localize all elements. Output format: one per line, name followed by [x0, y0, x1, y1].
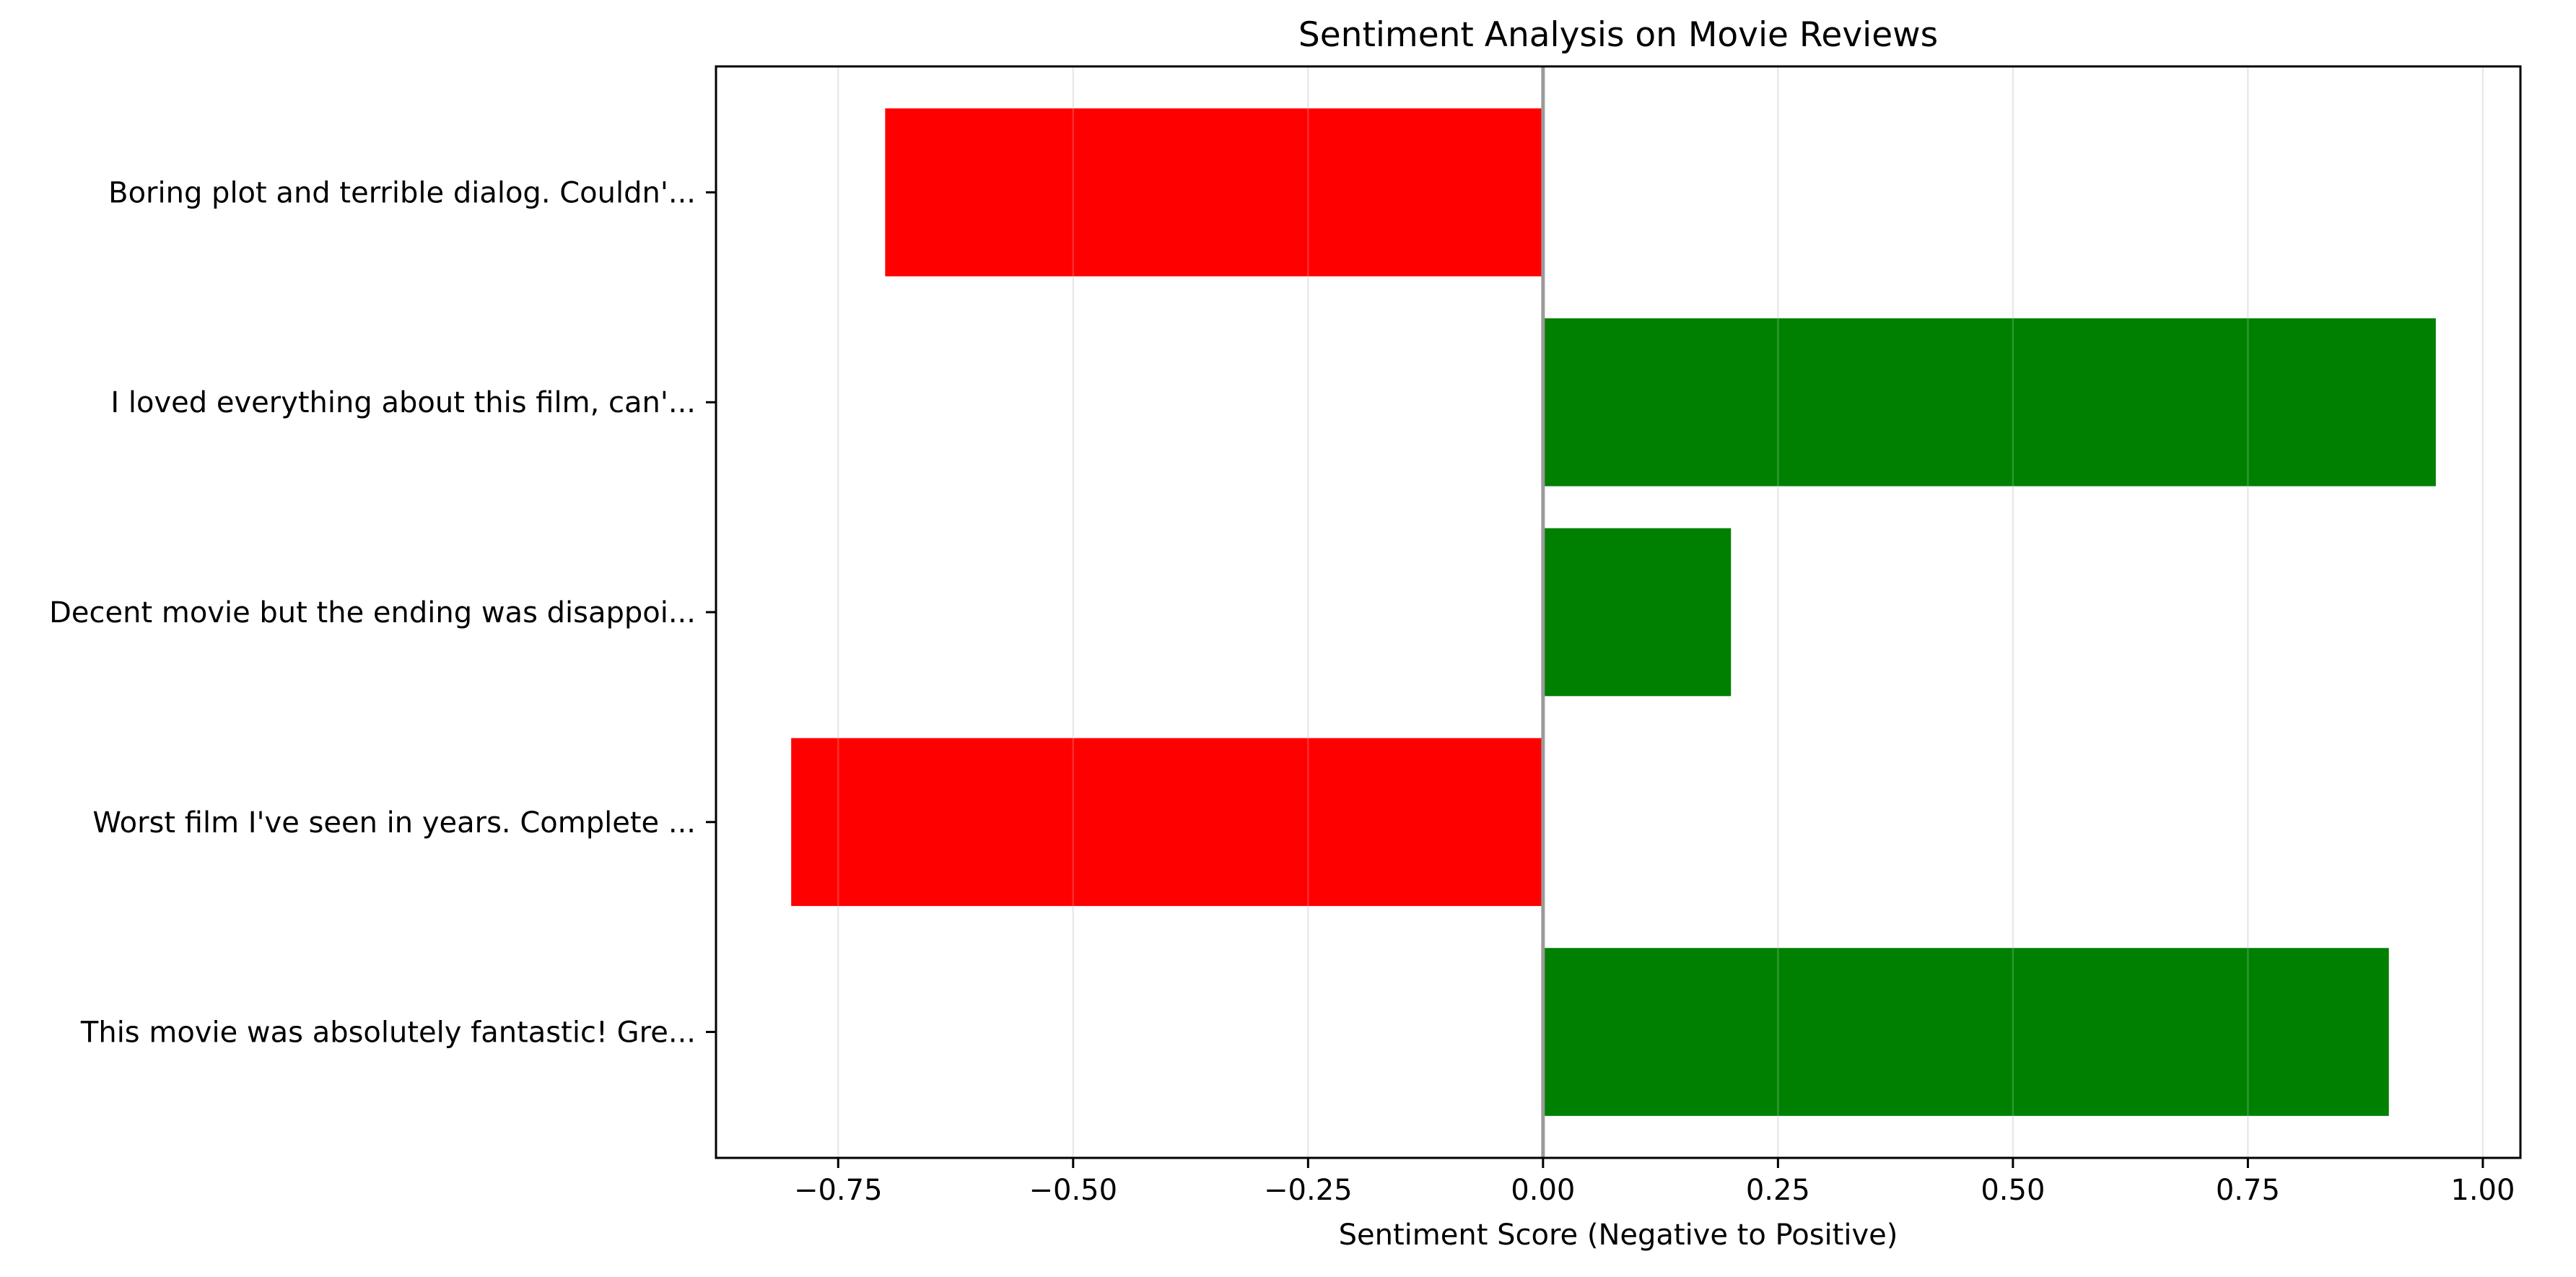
x-axis-ticks: −0.75 −0.50 −0.25 0.00 0.25 0.50 0.75 1.00: [794, 1158, 2515, 1207]
x-tick-label-6: 0.75: [2216, 1174, 2280, 1207]
y-tick-label-2: Decent movie but the ending was disappoi…: [49, 596, 696, 629]
bar-1: [791, 738, 1543, 907]
chart-title: Sentiment Analysis on Movie Reviews: [1298, 15, 1938, 55]
bar-layer: [791, 66, 2484, 1158]
bar-3: [1542, 318, 2436, 487]
bar-2: [1542, 528, 1732, 697]
x-tick-label-2: −0.25: [1264, 1174, 1353, 1207]
y-tick-label-0: This movie was absolutely fantastic! Gre…: [80, 1016, 696, 1050]
bar-0: [1542, 948, 2389, 1116]
bar-4: [885, 108, 1543, 276]
x-tick-label-1: −0.50: [1029, 1174, 1118, 1207]
y-tick-label-1: Worst film I've seen in years. Complete …: [92, 806, 696, 840]
x-axis-label: Sentiment Score (Negative to Positive): [1339, 1219, 1898, 1252]
x-tick-label-0: −0.75: [794, 1174, 883, 1207]
x-tick-label-7: 1.00: [2450, 1174, 2515, 1207]
x-tick-label-5: 0.50: [1981, 1174, 2045, 1207]
y-tick-label-4: Boring plot and terrible dialog. Couldn'…: [108, 176, 696, 209]
y-axis-ticks: This movie was absolutely fantastic! Gre…: [49, 176, 716, 1050]
x-tick-label-4: 0.25: [1746, 1174, 1810, 1207]
x-tick-label-3: 0.00: [1511, 1174, 1575, 1207]
y-tick-label-3: I loved everything about this film, can'…: [110, 386, 696, 419]
